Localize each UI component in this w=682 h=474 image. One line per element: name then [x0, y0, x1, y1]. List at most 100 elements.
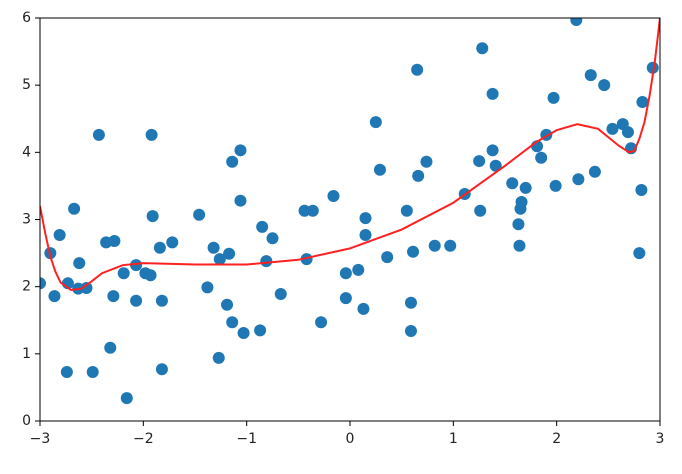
- scatter-point: [145, 128, 158, 141]
- scatter-point: [636, 95, 649, 108]
- scatter-point: [234, 194, 247, 207]
- scatter-point: [108, 234, 121, 247]
- scatter-point: [352, 263, 365, 276]
- y-tick-label: 3: [22, 212, 31, 228]
- scatter-point: [381, 251, 394, 264]
- scatter-point: [60, 365, 73, 378]
- fit-line: [40, 18, 660, 292]
- scatter-point: [547, 91, 560, 104]
- scatter-point: [339, 267, 352, 280]
- scatter-point: [73, 257, 86, 270]
- scatter-point: [237, 327, 250, 340]
- scatter-point: [412, 169, 425, 182]
- scatter-point: [80, 282, 93, 295]
- scatter-point: [155, 294, 168, 307]
- scatter-point: [274, 288, 287, 301]
- x-tick-label: 0: [346, 431, 355, 447]
- scatter-point: [212, 351, 225, 364]
- scatter-point: [606, 122, 619, 135]
- scatter-point: [420, 155, 433, 168]
- scatter-point: [130, 259, 143, 272]
- scatter-point: [519, 181, 532, 194]
- scatter-point: [359, 228, 372, 241]
- scatter-point: [298, 204, 311, 217]
- scatter-point: [201, 281, 214, 294]
- scatter-point: [221, 298, 234, 311]
- scatter-point: [107, 290, 120, 303]
- scatter-point: [473, 155, 486, 168]
- y-tick-label: 2: [22, 279, 31, 295]
- scatter-point: [369, 116, 382, 129]
- scatter-point: [68, 202, 81, 215]
- scatter-point: [549, 179, 562, 192]
- scatter-point: [315, 316, 328, 329]
- scatter-point: [635, 183, 648, 196]
- scatter-point: [234, 144, 247, 157]
- scatter-point: [117, 267, 130, 280]
- scatter-point: [130, 294, 143, 307]
- scatter-point: [486, 87, 499, 100]
- scatter-point: [512, 218, 525, 231]
- scatter-point: [144, 269, 157, 282]
- scatter-point: [584, 69, 597, 82]
- scatter-point: [92, 128, 105, 141]
- scatter-point: [428, 239, 441, 252]
- scatter-point: [474, 204, 487, 217]
- scatter-point: [254, 324, 267, 337]
- scatter-point: [223, 247, 236, 260]
- scatter-point: [40, 277, 46, 290]
- scatter-point: [506, 177, 519, 190]
- scatter-point: [48, 290, 61, 303]
- scatter-point: [146, 210, 159, 223]
- scatter-point: [404, 296, 417, 309]
- scatter-point: [486, 144, 499, 157]
- scatter-point: [513, 239, 526, 252]
- scatter-point: [357, 302, 370, 315]
- x-tick-label: 1: [449, 431, 458, 447]
- scatter-point: [300, 253, 313, 266]
- y-tick-label: 4: [22, 144, 31, 160]
- scatter-point: [373, 163, 386, 176]
- y-tick-label: 5: [22, 77, 31, 93]
- scatter-point: [515, 196, 528, 209]
- plot-area: [40, 18, 660, 405]
- scatter-point: [572, 173, 585, 186]
- scatter-point: [213, 253, 226, 266]
- scatter-point: [339, 292, 352, 305]
- scatter-point: [588, 165, 601, 178]
- scatter-point: [570, 18, 583, 27]
- scatter-point: [646, 61, 659, 74]
- y-tick-label: 6: [22, 10, 31, 26]
- scatter-point: [476, 42, 489, 55]
- scatter-point: [400, 204, 413, 217]
- scatter-point: [256, 220, 269, 233]
- scatter-point: [444, 239, 457, 252]
- scatter-point: [207, 241, 220, 254]
- x-tick-label: 2: [552, 431, 561, 447]
- scatter-point: [327, 189, 340, 202]
- y-tick-label: 0: [22, 413, 31, 429]
- y-tick-label: 1: [22, 346, 31, 362]
- scatter-point: [535, 151, 548, 164]
- x-tick-label: −3: [30, 431, 51, 447]
- scatter-point: [120, 392, 133, 405]
- scatter-point: [411, 63, 424, 76]
- scatter-point: [407, 245, 420, 258]
- x-tick-label: −1: [236, 431, 257, 447]
- scatter-point: [621, 126, 634, 139]
- scatter-point: [104, 341, 117, 354]
- scatter-point: [266, 232, 279, 245]
- scatter-point: [359, 212, 372, 225]
- scatter-point: [226, 316, 239, 329]
- scatter-point: [166, 236, 179, 249]
- x-tick-label: −2: [133, 431, 154, 447]
- axes-frame: [39, 17, 661, 422]
- scatter-point: [404, 324, 417, 337]
- scatter-point: [633, 247, 646, 260]
- scatter-point: [598, 79, 611, 92]
- scatter-point: [155, 363, 168, 376]
- scatter-point: [306, 204, 319, 217]
- scatter-point: [226, 155, 239, 168]
- scatter-point: [260, 255, 273, 268]
